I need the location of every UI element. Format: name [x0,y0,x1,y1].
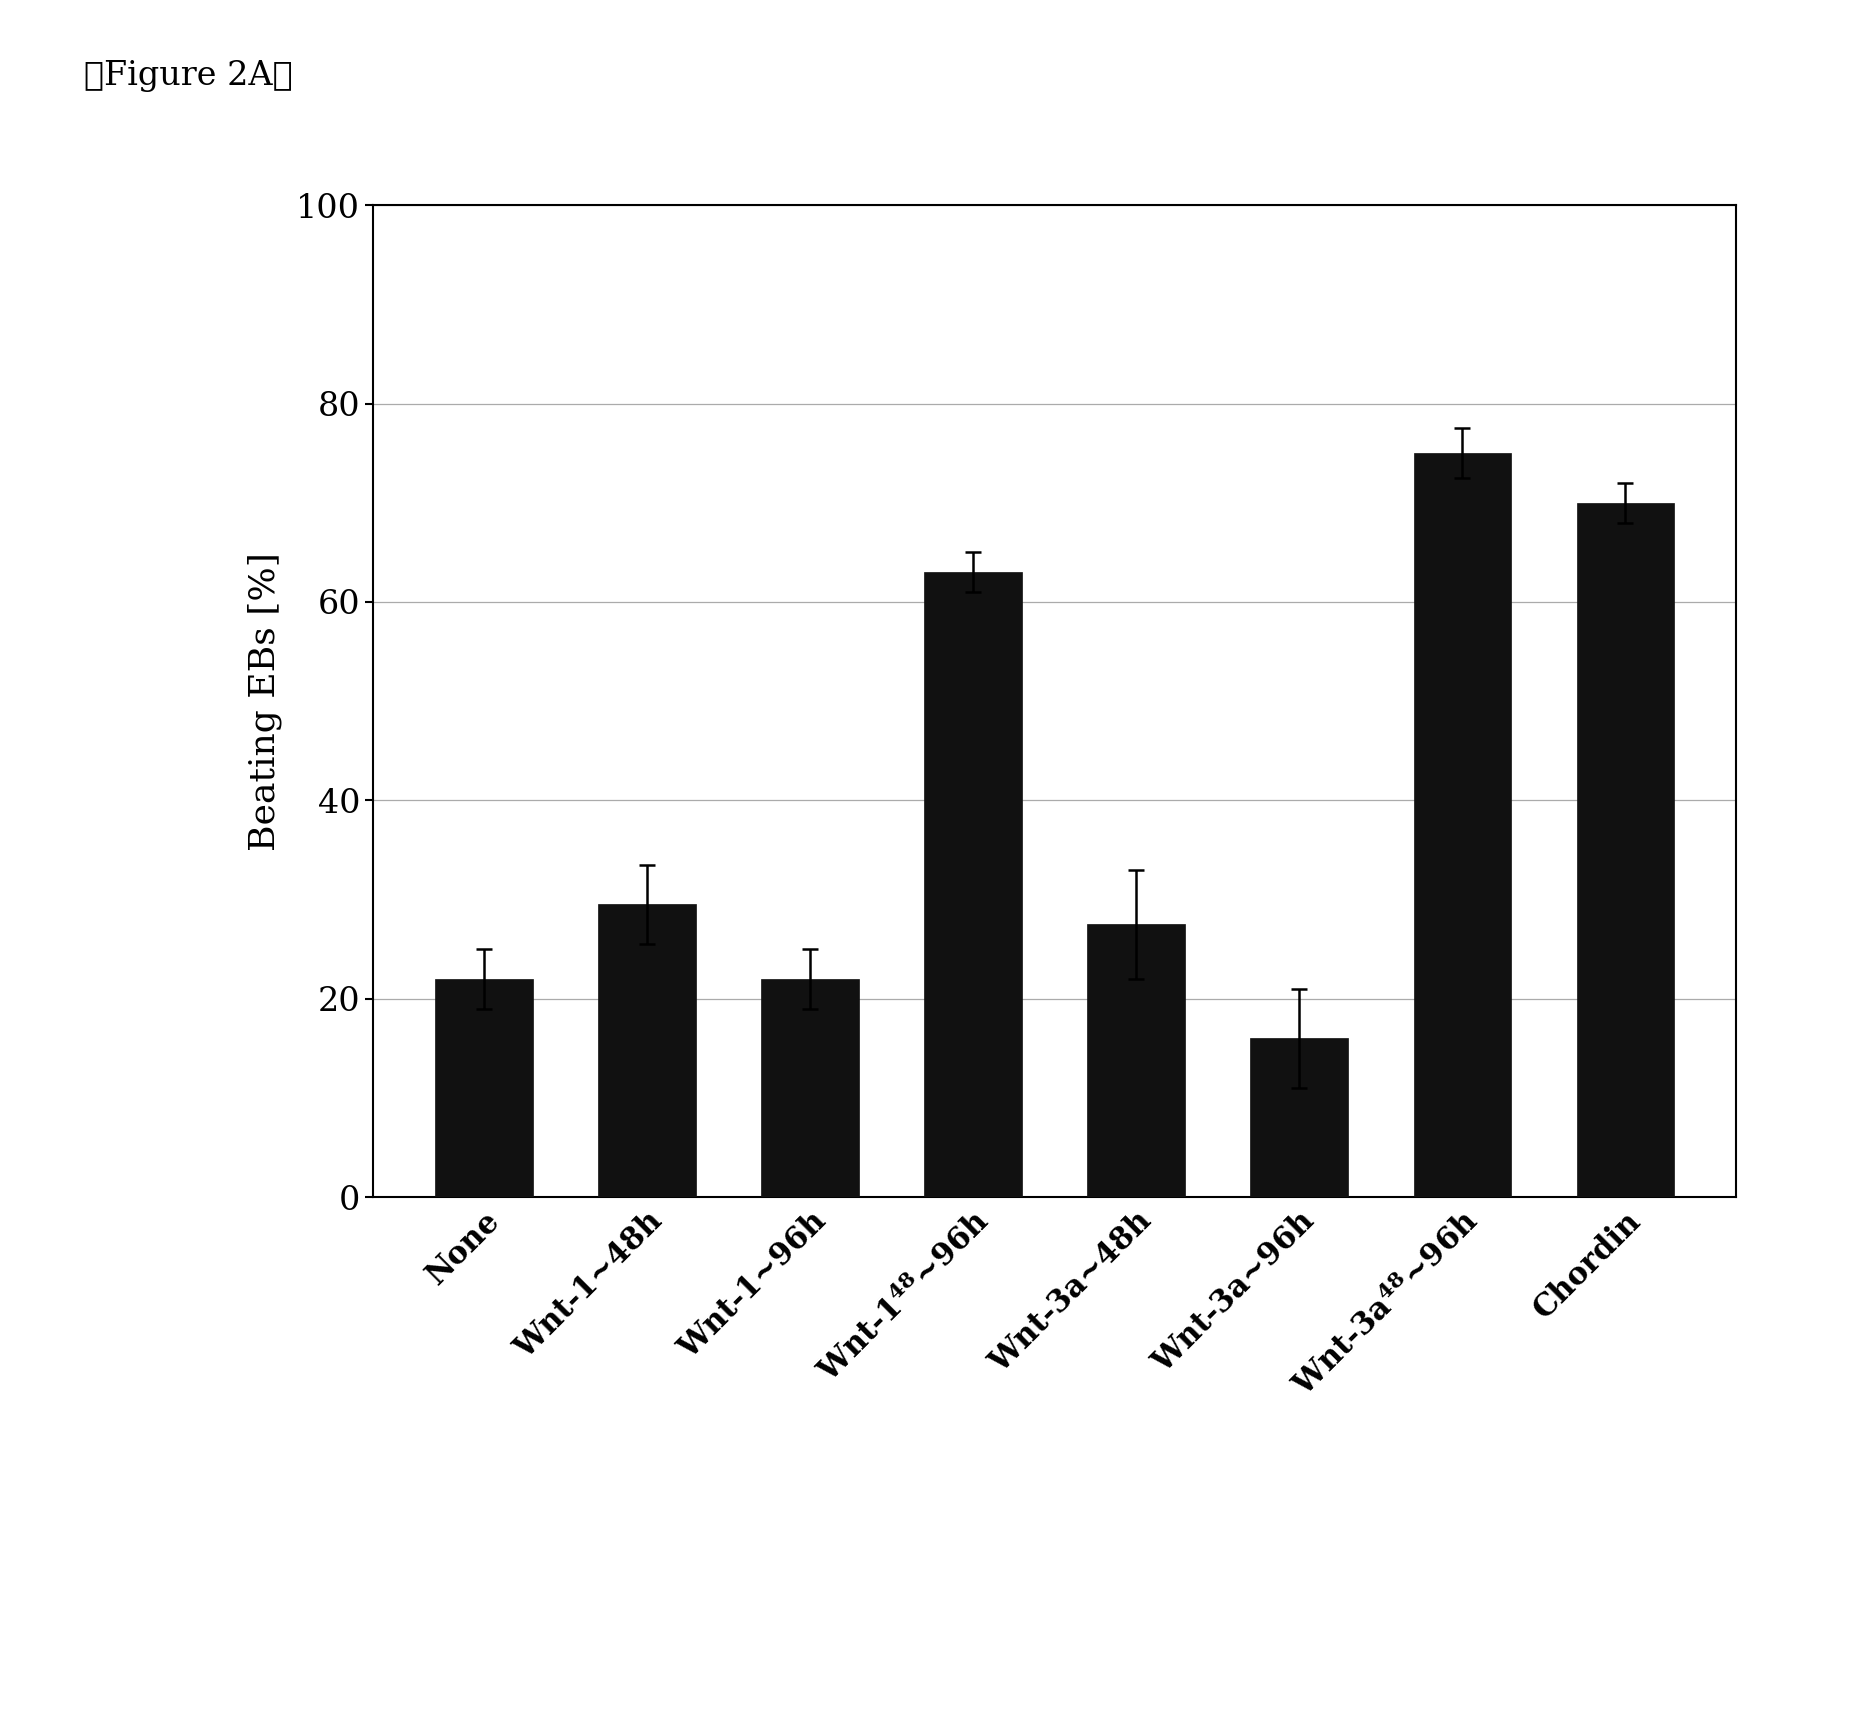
Bar [1087,925,1186,1197]
Bar [924,573,1023,1197]
Bar [599,905,696,1197]
Bar [1413,453,1510,1197]
Bar [1251,1038,1348,1197]
Bar [1576,503,1675,1197]
Y-axis label: Beating EBs [%]: Beating EBs [%] [248,552,282,850]
Text: 【Figure 2A】: 【Figure 2A】 [84,60,293,92]
Bar [435,978,534,1197]
Bar [762,978,859,1197]
